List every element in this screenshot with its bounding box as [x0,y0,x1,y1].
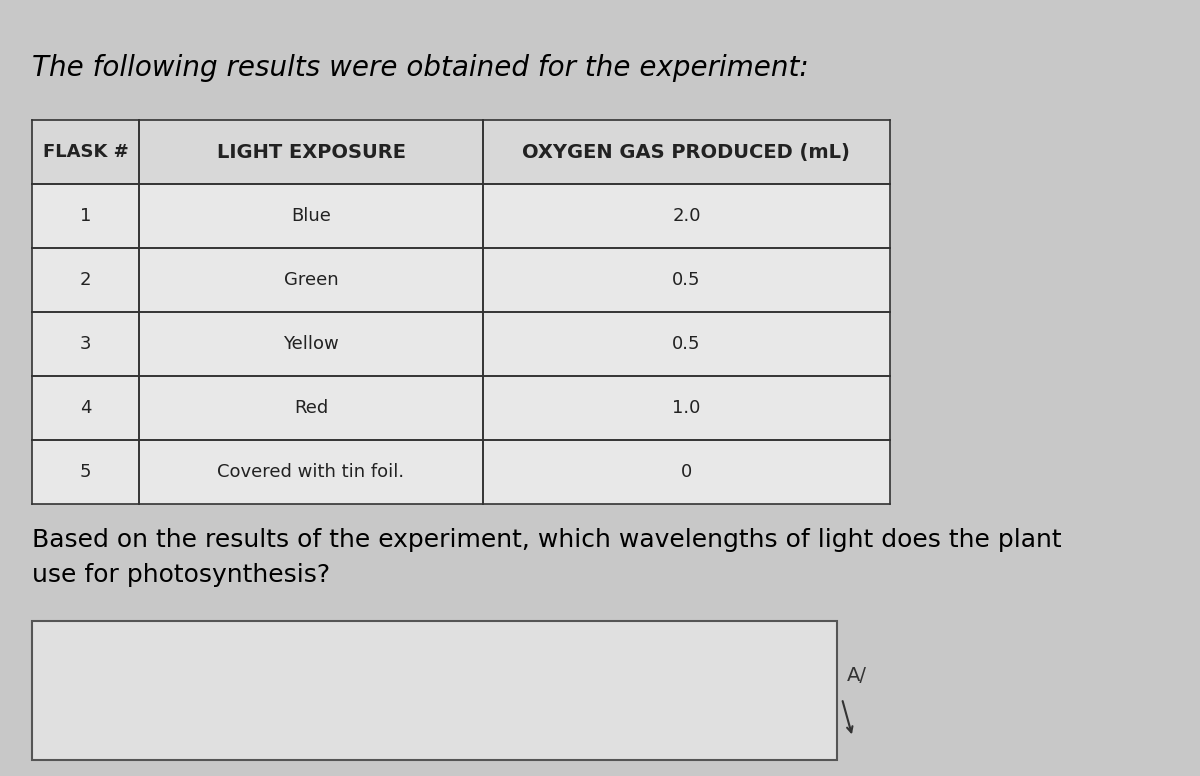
FancyBboxPatch shape [139,248,482,313]
Text: LIGHT EXPOSURE: LIGHT EXPOSURE [216,143,406,161]
FancyBboxPatch shape [32,120,139,185]
FancyBboxPatch shape [32,185,139,248]
FancyBboxPatch shape [482,120,890,185]
Text: 3: 3 [80,335,91,353]
Text: 1.0: 1.0 [672,400,701,417]
Text: Blue: Blue [292,207,331,225]
Text: 0.5: 0.5 [672,335,701,353]
Text: FLASK #: FLASK # [43,144,128,161]
FancyBboxPatch shape [482,185,890,248]
FancyBboxPatch shape [139,185,482,248]
Text: 1: 1 [80,207,91,225]
Text: The following results were obtained for the experiment:: The following results were obtained for … [32,54,809,82]
FancyBboxPatch shape [32,376,139,441]
FancyBboxPatch shape [139,313,482,376]
FancyBboxPatch shape [32,621,836,760]
FancyBboxPatch shape [139,376,482,441]
FancyBboxPatch shape [482,313,890,376]
FancyBboxPatch shape [482,441,890,504]
Text: 0.5: 0.5 [672,272,701,289]
FancyBboxPatch shape [32,248,139,313]
Text: A/: A/ [847,666,868,684]
Text: Based on the results of the experiment, which wavelengths of light does the plan: Based on the results of the experiment, … [32,528,1062,587]
Text: OXYGEN GAS PRODUCED (mL): OXYGEN GAS PRODUCED (mL) [522,143,851,161]
FancyBboxPatch shape [32,313,139,376]
FancyBboxPatch shape [482,248,890,313]
FancyBboxPatch shape [139,120,482,185]
Text: 0: 0 [680,463,692,481]
Text: Green: Green [283,272,338,289]
Text: 2.0: 2.0 [672,207,701,225]
Text: 2: 2 [80,272,91,289]
FancyBboxPatch shape [139,441,482,504]
FancyBboxPatch shape [482,376,890,441]
FancyBboxPatch shape [32,441,139,504]
Text: Covered with tin foil.: Covered with tin foil. [217,463,404,481]
Text: Red: Red [294,400,328,417]
Text: 4: 4 [80,400,91,417]
Text: 5: 5 [80,463,91,481]
Text: Yellow: Yellow [283,335,338,353]
